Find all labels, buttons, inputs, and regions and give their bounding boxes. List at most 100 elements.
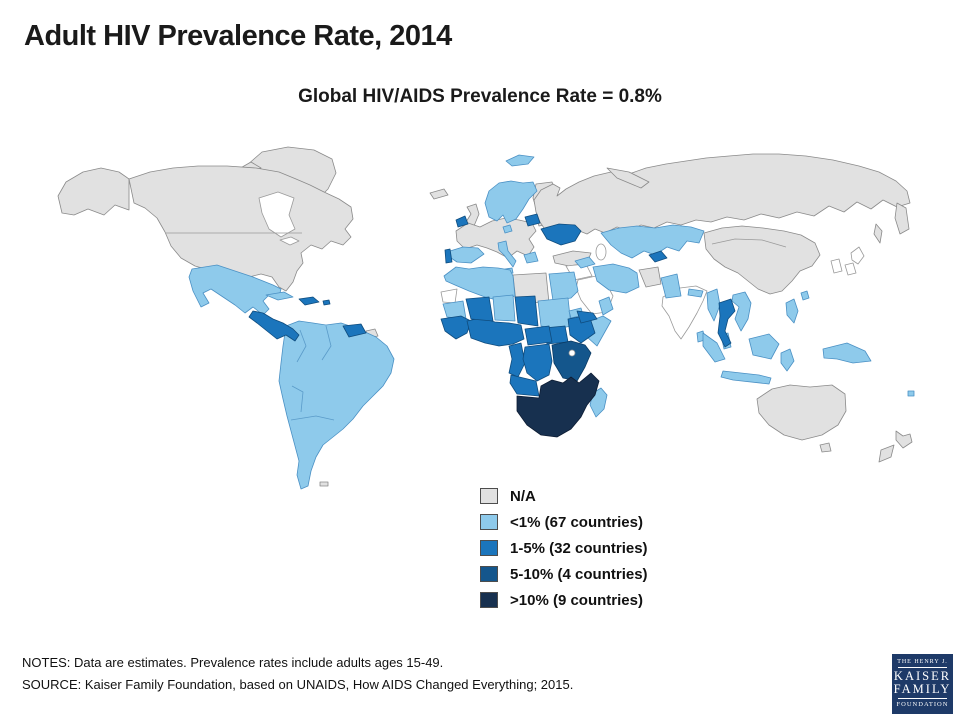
map-region-angola [509, 374, 540, 397]
map-region-denmark [502, 224, 513, 234]
map-region-iceland [429, 188, 449, 200]
map-region-novaya-zemlya [606, 167, 650, 189]
map-region-java [720, 370, 772, 385]
map-region-canada-usa [128, 165, 354, 292]
map-region-sudan [537, 297, 572, 330]
map-region-mauritania [442, 300, 467, 320]
logo-line-kaiser: KAISER [893, 669, 952, 683]
legend-row: N/A [480, 483, 648, 509]
map-region-new-zealand-south [878, 444, 895, 463]
legend-label: 5-10% (4 countries) [510, 565, 648, 583]
map-region-pakistan [660, 273, 682, 299]
map-region-myanmar [706, 288, 721, 322]
map-region-kazakhstan-central-asia [600, 224, 705, 259]
legend-row: >10% (9 countries) [480, 587, 648, 613]
map-region-senegal-guinea [440, 315, 472, 340]
source-line: SOURCE: Kaiser Family Foundation, based … [22, 676, 574, 692]
map-region-south-america [278, 320, 395, 490]
map-region-scandinavia [484, 180, 538, 224]
legend-swatch [480, 514, 498, 530]
map-water-hudson-bay [258, 191, 296, 238]
map-region-japan-south [844, 262, 857, 276]
map-region-svalbard [505, 154, 535, 167]
map-region-iran [592, 263, 640, 294]
map-region-sakhalin [873, 223, 883, 244]
map-region-niger [492, 294, 516, 322]
map-region-china-mongolia [703, 225, 821, 295]
map-legend: N/A <1% (67 countries) 1-5% (32 countries)… [480, 483, 648, 613]
legend-label: >10% (9 countries) [510, 591, 643, 609]
map-region-nepal [687, 288, 704, 298]
map-region-east-africa [551, 340, 592, 382]
map-region-southern-africa [516, 372, 600, 438]
map-region-cameroon-gabon [508, 342, 526, 378]
map-region-afghanistan [638, 266, 662, 288]
map-region-mali [465, 296, 494, 322]
map-water-lake-victoria [568, 349, 576, 357]
map-region-central-african-republic [524, 325, 553, 346]
map-region-yemen [576, 310, 598, 324]
map-region-central-america [248, 310, 300, 342]
legend-label: 1-5% (32 countries) [510, 539, 648, 557]
logo-rule-bottom [898, 698, 947, 699]
map-region-west-africa-coast [466, 317, 525, 347]
map-border-south-america-4 [291, 385, 304, 413]
map-region-dr-congo [522, 343, 553, 382]
map-region-alaska [57, 167, 130, 216]
map-region-falklands [319, 481, 329, 487]
map-region-new-guinea [822, 342, 872, 364]
map-region-korea [830, 258, 843, 274]
map-region-portugal [444, 248, 453, 264]
map-region-western-sahara [440, 288, 458, 304]
map-region-sulawesi [780, 348, 795, 372]
map-region-chad [514, 295, 539, 327]
map-region-ireland [455, 215, 469, 228]
page-title: Adult HIV Prevalence Rate, 2014 [24, 20, 452, 52]
legend-row: 1-5% (32 countries) [480, 535, 648, 561]
map-region-ukraine [540, 223, 582, 246]
map-border-south-america-2 [321, 325, 332, 361]
notes-block: NOTES: Data are estimates. Prevalence ra… [22, 652, 573, 695]
logo-line-family: FAMILY [893, 682, 952, 696]
map-region-spain [447, 246, 485, 264]
map-region-russia [533, 153, 911, 236]
map-region-tasmania [819, 442, 832, 453]
map-region-japan-north [850, 246, 865, 265]
legend-swatch [480, 540, 498, 556]
legend-swatch [480, 566, 498, 582]
map-region-central-europe [455, 217, 537, 259]
map-region-egypt [548, 271, 579, 302]
map-region-taiwan [800, 290, 810, 301]
map-region-oman [598, 296, 614, 316]
legend-label: <1% (67 countries) [510, 513, 643, 531]
map-region-sumatra [702, 332, 726, 363]
logo-rule-top [898, 667, 947, 668]
legend-swatch [480, 488, 498, 504]
map-water-great-lakes [279, 236, 300, 246]
map-region-kamchatka [894, 202, 910, 235]
map-region-morocco-algeria [443, 266, 516, 302]
map-region-italy [497, 240, 517, 268]
map-region-caucasus [574, 256, 596, 269]
map-subtitle: Global HIV/AIDS Prevalence Rate = 0.8% [298, 86, 662, 107]
map-region-borneo [748, 333, 780, 360]
map-region-guyana-suriname [342, 323, 367, 338]
map-border-south-america-1 [296, 329, 307, 363]
legend-row: <1% (67 countries) [480, 509, 648, 535]
map-region-kyrgyz-tajik [648, 250, 668, 263]
map-region-india [661, 285, 708, 340]
map-region-laos-vietnam [731, 291, 752, 332]
map-region-thailand [717, 298, 736, 348]
map-region-cuba [265, 291, 294, 301]
logo-line-henry-j: THE HENRY J. [897, 659, 948, 665]
map-region-philippines [785, 298, 799, 324]
map-region-new-zealand-north [895, 430, 913, 449]
map-water-caspian-sea [595, 243, 607, 261]
map-border-mongolia [711, 238, 787, 248]
map-region-australia [756, 384, 847, 441]
logo-line-foundation: FOUNDATION [896, 701, 949, 708]
map-region-baltics [524, 213, 541, 227]
legend-swatch [480, 592, 498, 608]
notes-line: NOTES: Data are estimates. Prevalence ra… [22, 655, 444, 670]
